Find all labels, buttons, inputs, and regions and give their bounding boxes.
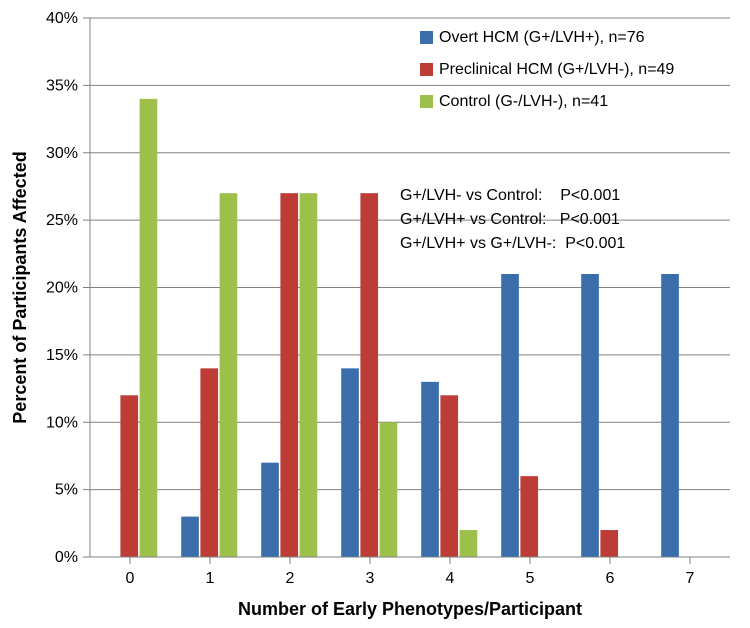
svg-text:40%: 40% [46, 10, 78, 27]
bar [220, 193, 238, 557]
legend-swatch [420, 63, 433, 76]
bar [280, 193, 298, 557]
svg-text:15%: 15% [46, 347, 78, 364]
legend-swatch [420, 31, 433, 44]
bar [520, 476, 538, 557]
svg-text:1: 1 [206, 570, 215, 587]
svg-text:3: 3 [366, 570, 375, 587]
svg-text:2: 2 [286, 570, 295, 587]
svg-text:20%: 20% [46, 280, 78, 297]
stats-line: G+/LVH+ vs Control: P<0.001 [400, 211, 620, 228]
bar [120, 395, 138, 557]
bar [300, 193, 318, 557]
legend-label: Preclinical HCM (G+/LVH-), n=49 [439, 61, 674, 78]
bar [200, 368, 218, 557]
svg-text:5: 5 [526, 570, 535, 587]
bar [341, 368, 359, 557]
bar [360, 193, 378, 557]
bar [581, 274, 599, 557]
svg-text:25%: 25% [46, 212, 78, 229]
svg-text:0: 0 [126, 570, 135, 587]
x-axis-title: Number of Early Phenotypes/Participant [238, 599, 582, 619]
bar [181, 517, 199, 557]
bar-chart: 0% 5% 10% 15% 20% 25% 30% 35% 40% 0 1 2 3 4 5 6 7 Number … [0, 0, 750, 623]
bar [501, 274, 519, 557]
bar [600, 530, 618, 557]
svg-text:30%: 30% [46, 145, 78, 162]
legend-label: Control (G-/LVH-), n=41 [439, 93, 608, 110]
bar [380, 422, 398, 557]
svg-text:7: 7 [686, 570, 695, 587]
legend-swatch [420, 95, 433, 108]
svg-text:4: 4 [446, 570, 455, 587]
svg-text:35%: 35% [46, 77, 78, 94]
bar [661, 274, 679, 557]
svg-text:6: 6 [606, 570, 615, 587]
stats-line: G+/LVH- vs Control: P<0.001 [400, 187, 620, 204]
bar [261, 463, 279, 557]
bar [421, 382, 439, 557]
bar [140, 99, 158, 557]
svg-text:10%: 10% [46, 414, 78, 431]
y-axis-title: Percent of Participants Affected [10, 151, 30, 423]
stats-line: G+/LVH+ vs G+/LVH-: P<0.001 [400, 235, 625, 252]
bar [440, 395, 458, 557]
chart-svg: 0% 5% 10% 15% 20% 25% 30% 35% 40% 0 1 2 3 4 5 6 7 Number … [0, 0, 750, 623]
svg-text:0%: 0% [55, 549, 78, 566]
bar [460, 530, 478, 557]
svg-text:5%: 5% [55, 482, 78, 499]
legend-label: Overt HCM (G+/LVH+), n=76 [439, 29, 645, 46]
